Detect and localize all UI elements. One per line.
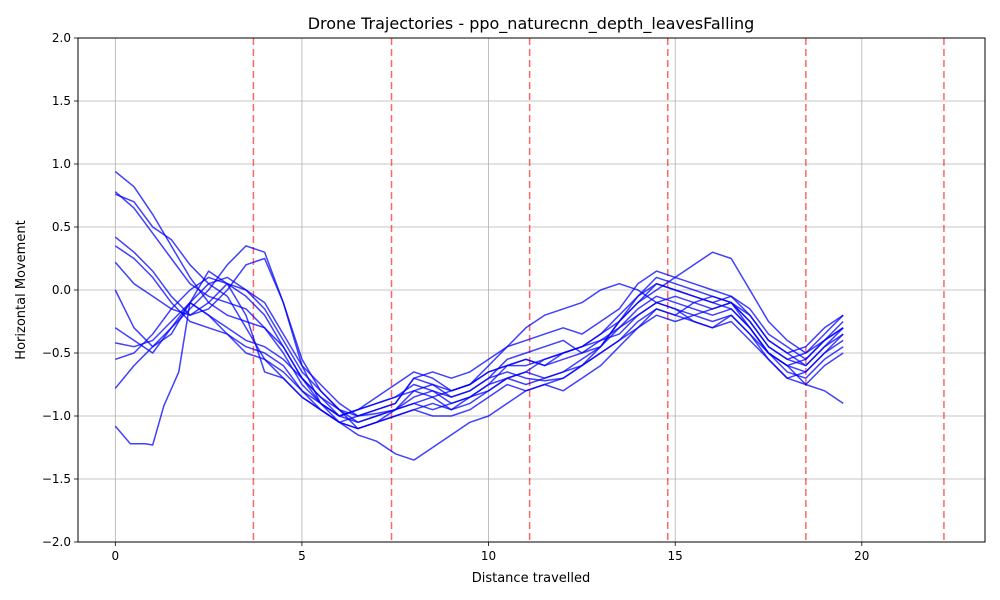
trajectory-line-4 bbox=[114, 245, 844, 430]
x-axis-label: Distance travelled bbox=[472, 571, 591, 586]
checkpoint-lines bbox=[252, 38, 945, 542]
y-axis-ticks: −2.0 −1.5 −1.0 −0.5 0.0 0.5 1.0 1.5 2.0 bbox=[42, 31, 78, 549]
chart-title: Drone Trajectories - ppo_naturecnn_depth… bbox=[308, 14, 755, 34]
trajectory-line-11 bbox=[115, 193, 844, 430]
y-tick-label: −1.5 bbox=[42, 472, 71, 486]
trajectory-line-8 bbox=[115, 276, 844, 417]
y-tick-label: 1.0 bbox=[52, 157, 71, 171]
x-tick-label: 5 bbox=[298, 549, 306, 563]
x-axis-ticks: 0 5 10 15 20 bbox=[112, 542, 869, 563]
y-tick-label: −1.0 bbox=[42, 409, 71, 423]
trajectory-series bbox=[114, 171, 844, 461]
trajectory-line-5 bbox=[114, 261, 844, 417]
trajectory-line-12 bbox=[115, 282, 844, 417]
y-tick-label: 0.0 bbox=[52, 283, 71, 297]
y-tick-label: −0.5 bbox=[42, 346, 71, 360]
trajectory-line-10 bbox=[114, 270, 844, 461]
x-tick-label: 20 bbox=[854, 549, 869, 563]
trajectory-line-7 bbox=[114, 301, 844, 424]
y-tick-label: 0.5 bbox=[52, 220, 71, 234]
y-tick-label: −2.0 bbox=[42, 535, 71, 549]
x-tick-label: 10 bbox=[481, 549, 496, 563]
y-tick-label: 2.0 bbox=[52, 31, 71, 45]
x-tick-label: 15 bbox=[668, 549, 683, 563]
y-axis-label: Horizontal Movement bbox=[14, 220, 29, 359]
x-tick-label: 0 bbox=[112, 549, 120, 563]
y-tick-label: 1.5 bbox=[52, 94, 71, 108]
